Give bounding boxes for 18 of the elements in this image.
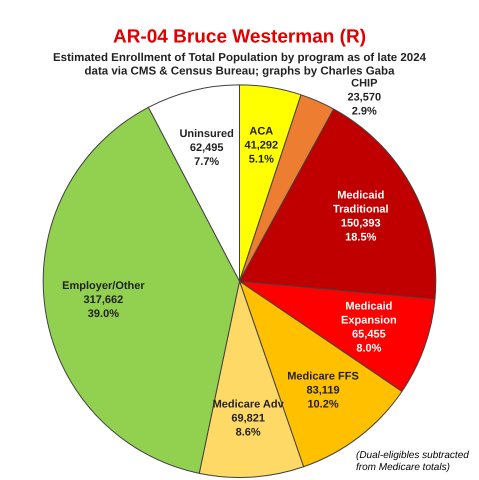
data-label: 23,570 2.9% <box>347 92 382 118</box>
slice-label: Medicaid Expansion <box>341 300 397 327</box>
data-label: 69,821 8.6% <box>231 412 265 438</box>
slice-label: Medicaid Traditional <box>332 190 389 216</box>
data-label: 150,393 18.5% <box>340 218 381 244</box>
data-label: 62,495 7.7% <box>190 142 224 168</box>
chart-subtitle: Estimated Enrollment of Total Population by program as of late 2024 data via CMS & Census Bureau; graphs by Charles Gaba <box>53 52 427 78</box>
slice-label: Uninsured <box>179 128 234 140</box>
data-label: 317,662 39.0% <box>84 294 124 320</box>
data-label: 41,292 5.1% <box>244 140 278 166</box>
slice-label: Medicare FFS <box>287 370 359 382</box>
slice-label: Employer/Other <box>62 280 146 292</box>
slice-label: CHIP <box>351 78 378 90</box>
data-label: 65,455 8.0% <box>352 328 386 355</box>
slice-label: ACA <box>249 126 274 138</box>
text: (Dual-eligibles subtracted from Medicare totals) <box>356 450 470 473</box>
data-label: 83,119 10.2% <box>306 384 340 410</box>
chart-title: AR-04 Bruce Westerman (R) <box>112 26 366 48</box>
